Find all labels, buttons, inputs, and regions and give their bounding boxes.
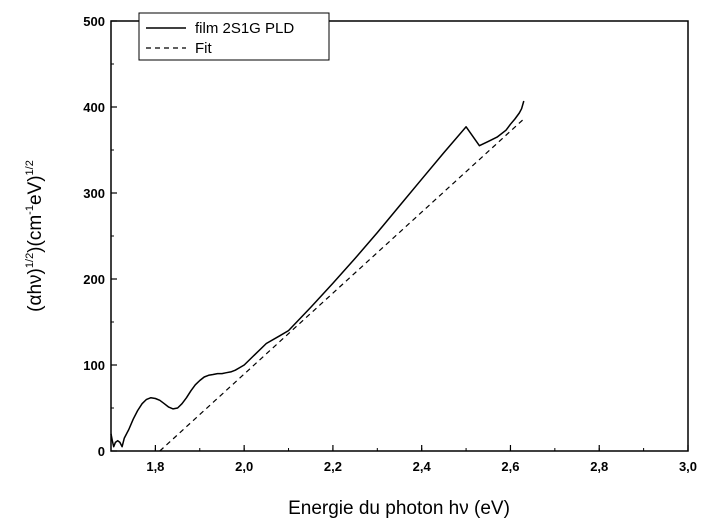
y-tick-label: 0 [98, 444, 105, 459]
series-layer [110, 100, 525, 452]
series-film-line [110, 100, 525, 448]
y-tick-label: 300 [83, 186, 105, 201]
x-tick-label: 2,6 [501, 459, 519, 474]
x-tick-label: 2,2 [324, 459, 342, 474]
x-axis-title: Energie du photon hν (eV) [288, 498, 510, 519]
plot-frame [110, 20, 689, 452]
y-axis-title: (αhν)1/2)(cm-1eV)1/2 [24, 160, 46, 312]
y-axis-title-part2: )(cm [25, 215, 46, 253]
x-tick-label: 2,4 [413, 459, 432, 474]
legend: film 2S1G PLD Fit [138, 12, 330, 61]
y-axis-title-part1: (αhν) [25, 268, 46, 312]
y-tick-label: 100 [83, 358, 105, 373]
legend-label-film: film 2S1G PLD [195, 20, 294, 37]
series-fit-line [159, 118, 525, 452]
y-axis-title-sup2: -1 [24, 205, 36, 215]
y-tick-label: 500 [83, 14, 105, 29]
y-axis-title-sup3: 1/2 [24, 160, 36, 175]
y-axis-title-part3: eV) [25, 175, 46, 205]
x-tick-label: 3,0 [679, 459, 697, 474]
y-axis-ticks: 0 100 200 300 400 500 [83, 14, 117, 459]
y-tick-label: 200 [83, 272, 105, 287]
y-axis-title-sup1: 1/2 [24, 253, 36, 268]
y-tick-label: 400 [83, 100, 105, 115]
legend-label-fit: Fit [195, 40, 212, 57]
x-tick-label: 2,0 [235, 459, 253, 474]
x-tick-label: 2,8 [590, 459, 608, 474]
legend-box [138, 12, 330, 61]
x-tick-label: 1,8 [146, 459, 164, 474]
x-axis-ticks: 1,8 2,0 2,2 2,4 2,6 2,8 3,0 [110, 445, 697, 474]
